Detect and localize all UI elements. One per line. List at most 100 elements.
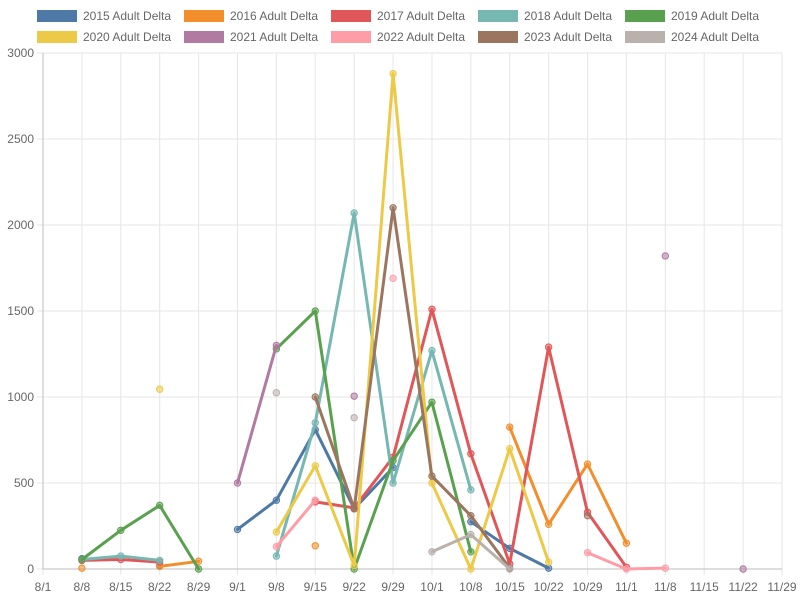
data-point[interactable] (428, 346, 436, 355)
legend-swatch (184, 31, 224, 43)
data-point[interactable] (467, 530, 475, 539)
data-point[interactable] (194, 565, 203, 573)
data-point[interactable] (233, 525, 242, 534)
data-point[interactable] (389, 204, 397, 212)
legend-item[interactable]: 2022 Adult Delta (331, 30, 465, 44)
y-tick-label: 1500 (7, 304, 34, 318)
x-tick-label: 10/8 (459, 580, 483, 594)
data-point[interactable] (739, 565, 747, 573)
legend-item[interactable]: 2017 Adult Delta (331, 9, 465, 23)
data-point[interactable] (583, 460, 592, 468)
data-point[interactable] (583, 511, 592, 520)
data-point[interactable] (544, 343, 553, 351)
data-point[interactable] (311, 419, 319, 427)
data-point[interactable] (311, 462, 319, 470)
data-point[interactable] (428, 479, 436, 487)
legend-item[interactable]: 2015 Adult Delta (37, 9, 171, 23)
legend-label: 2019 Adult Delta (671, 9, 759, 23)
data-point[interactable] (78, 555, 86, 564)
data-point[interactable] (467, 548, 475, 556)
data-point[interactable] (389, 274, 397, 283)
data-point[interactable] (155, 556, 164, 565)
x-tick-label: 10/29 (573, 580, 603, 594)
y-tick-label: 3000 (7, 46, 34, 60)
data-point[interactable] (272, 528, 281, 536)
series-line (508, 425, 628, 545)
data-point[interactable] (467, 511, 475, 520)
series-group (272, 274, 670, 573)
legend-item[interactable]: 2019 Adult Delta (625, 9, 759, 23)
data-point[interactable] (350, 505, 358, 513)
data-point[interactable] (506, 444, 514, 453)
data-point[interactable] (272, 542, 281, 551)
data-point[interactable] (350, 561, 358, 570)
data-point[interactable] (272, 389, 281, 397)
legend-label: 2023 Adult Delta (524, 30, 612, 44)
data-point[interactable] (311, 496, 319, 504)
data-point[interactable] (78, 564, 86, 572)
legend-item[interactable]: 2016 Adult Delta (184, 9, 318, 23)
legend-item[interactable]: 2024 Adult Delta (625, 30, 759, 44)
data-point[interactable] (350, 413, 358, 422)
data-point[interactable] (350, 209, 358, 217)
series-line (313, 206, 512, 570)
data-point[interactable] (428, 548, 436, 556)
data-point[interactable] (467, 450, 475, 458)
data-point[interactable] (389, 479, 397, 487)
data-point[interactable] (544, 564, 553, 572)
data-point[interactable] (389, 69, 397, 78)
series-line (274, 72, 551, 571)
data-point[interactable] (622, 539, 631, 547)
data-point[interactable] (544, 520, 553, 528)
data-point[interactable] (622, 565, 631, 573)
series-line (236, 343, 278, 485)
series-line (274, 498, 317, 549)
data-point[interactable] (117, 526, 125, 534)
data-point[interactable] (272, 496, 281, 504)
data-point[interactable] (155, 385, 164, 393)
data-point[interactable] (661, 564, 670, 572)
legend-swatch (331, 31, 371, 43)
data-point[interactable] (389, 456, 397, 465)
legend-swatch (37, 31, 77, 43)
data-point[interactable] (661, 252, 670, 260)
legend: 2015 Adult Delta 2016 Adult Delta 2017 Adu… (37, 9, 759, 44)
data-point[interactable] (233, 479, 242, 487)
x-tick-label: 9/15 (304, 580, 328, 594)
data-point[interactable] (506, 565, 514, 573)
series-line (274, 309, 473, 571)
data-point[interactable] (428, 472, 436, 480)
series-group (272, 389, 514, 573)
series-group (78, 423, 631, 572)
y-tick-label: 2000 (7, 218, 34, 232)
data-point[interactable] (155, 501, 164, 510)
data-point[interactable] (350, 392, 358, 400)
x-tick-label: 11/22 (729, 580, 758, 594)
data-point[interactable] (544, 558, 553, 566)
data-point[interactable] (428, 305, 436, 313)
legend-item[interactable]: 2021 Adult Delta (184, 30, 318, 44)
x-tick-label: 9/8 (268, 580, 285, 594)
legend-swatch (478, 31, 518, 43)
data-point[interactable] (467, 486, 475, 494)
data-point[interactable] (467, 565, 475, 573)
data-point[interactable] (272, 341, 281, 350)
data-point[interactable] (506, 423, 514, 431)
x-tick-label: 8/15 (109, 580, 133, 594)
data-point[interactable] (117, 552, 125, 560)
data-point[interactable] (311, 393, 319, 401)
data-point[interactable] (311, 542, 319, 550)
legend-item[interactable]: 2018 Adult Delta (478, 9, 612, 23)
x-tick-label: 8/8 (74, 580, 91, 594)
series (78, 69, 747, 573)
data-point[interactable] (311, 307, 319, 315)
data-point[interactable] (428, 398, 436, 406)
data-point[interactable] (272, 552, 281, 560)
legend-label: 2015 Adult Delta (83, 9, 171, 23)
legend-item[interactable]: 2023 Adult Delta (478, 30, 612, 44)
legend-label: 2017 Adult Delta (377, 9, 465, 23)
data-point[interactable] (583, 548, 592, 557)
legend-item[interactable]: 2020 Adult Delta (37, 30, 171, 44)
